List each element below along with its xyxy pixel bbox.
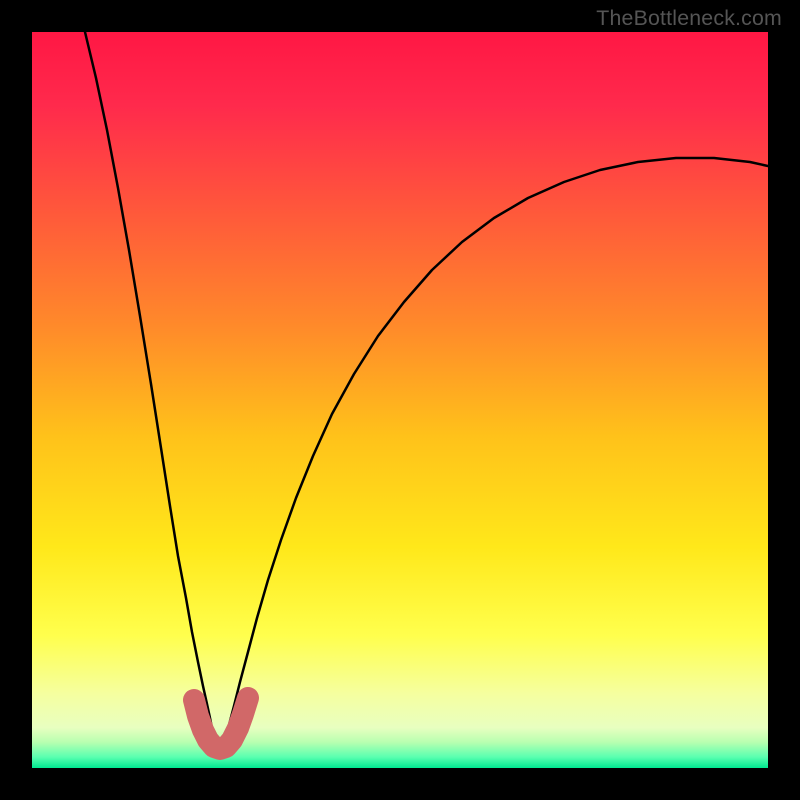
plot-area [32,32,768,768]
watermark-text: TheBottleneck.com [596,6,782,31]
chart-frame: TheBottleneck.com [0,0,800,800]
bottleneck-chart [0,0,800,800]
